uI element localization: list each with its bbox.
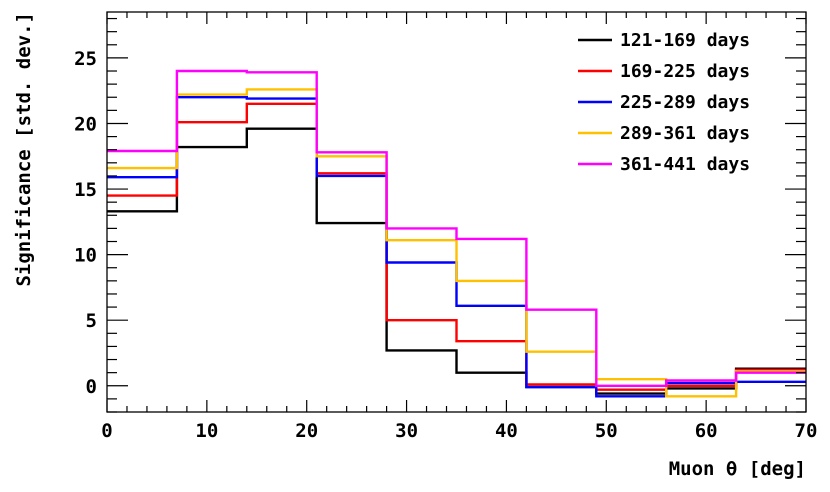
- tick-labels: 0 10 20 30 40 50 60 70 0 5 10 15 20 25: [74, 48, 817, 442]
- y-tick-label: 15: [74, 179, 97, 201]
- x-tick-label: 50: [595, 420, 618, 442]
- y-tick-label: 10: [74, 245, 97, 267]
- legend-label: 225-289 days: [620, 92, 750, 113]
- x-tick-label: 30: [395, 420, 418, 442]
- x-tick-label: 70: [795, 420, 818, 442]
- x-tick-label: 40: [495, 420, 518, 442]
- y-tick-label: 20: [74, 113, 97, 135]
- plot-frame: [106, 11, 807, 413]
- ticks-layer: [106, 12, 807, 413]
- series-layer: [107, 69, 806, 398]
- y-tick-label: 5: [86, 310, 97, 332]
- y-tick-label: 0: [86, 376, 97, 398]
- legend: 121-169 days 169-225 days 225-289 days 289-…: [578, 30, 750, 175]
- legend-label: 169-225 days: [620, 61, 750, 82]
- legend-label: 121-169 days: [620, 30, 750, 51]
- x-tick-label: 60: [695, 420, 718, 442]
- x-axis-label: Muon θ [deg]: [669, 458, 806, 480]
- legend-label: 289-361 days: [620, 123, 750, 144]
- y-axis-label: Significance [std. dev.]: [13, 12, 35, 287]
- y-tick-label: 25: [74, 48, 97, 70]
- series-line-5: [107, 69, 806, 387]
- series-line-4: [107, 88, 806, 398]
- x-tick-label: 10: [195, 420, 218, 442]
- legend-label: 361-441 days: [620, 154, 750, 175]
- x-tick-label: 20: [295, 420, 318, 442]
- x-tick-label: 0: [101, 420, 112, 442]
